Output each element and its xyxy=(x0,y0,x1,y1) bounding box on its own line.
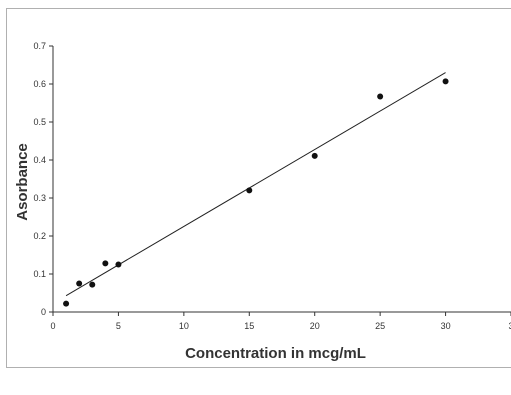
x-tick-label: 3 xyxy=(508,321,511,331)
x-tick-label: 0 xyxy=(50,321,55,331)
x-axis-title: Concentration in mcg/mL xyxy=(185,345,366,362)
x-tick-label: 30 xyxy=(441,321,451,331)
x-tick-label: 20 xyxy=(310,321,320,331)
trend-line xyxy=(65,72,446,297)
y-tick-label: 0.1 xyxy=(33,269,46,279)
data-point xyxy=(442,78,449,85)
y-tick-label: 0.4 xyxy=(33,155,46,165)
axes xyxy=(52,46,511,313)
chart-frame xyxy=(6,8,511,368)
x-tick-label: 25 xyxy=(375,321,385,331)
x-tick-label: 5 xyxy=(116,321,121,331)
y-axis-title: Asorbance xyxy=(14,143,31,221)
x-ticks: 0 5 10 15 20 25 30 3 xyxy=(50,312,511,331)
data-point xyxy=(246,187,253,194)
data-point xyxy=(76,280,83,287)
y-ticks: 0 0.1 0.2 0.3 0.4 0.5 0.6 0.7 xyxy=(33,41,53,317)
y-tick-label: 0.3 xyxy=(33,193,46,203)
y-tick-label: 0.6 xyxy=(33,79,46,89)
x-tick-label: 15 xyxy=(244,321,254,331)
y-tick-label: 0.7 xyxy=(33,41,46,51)
data-point xyxy=(89,281,96,288)
data-point xyxy=(115,261,122,268)
y-tick-label: 0.5 xyxy=(33,117,46,127)
y-tick-label: 0.2 xyxy=(33,231,46,241)
data-point xyxy=(377,93,384,100)
data-point xyxy=(63,300,70,307)
data-point xyxy=(311,152,318,159)
data-point xyxy=(102,260,109,267)
data-points xyxy=(63,78,449,307)
y-tick-label: 0 xyxy=(41,307,46,317)
x-tick-label: 10 xyxy=(179,321,189,331)
